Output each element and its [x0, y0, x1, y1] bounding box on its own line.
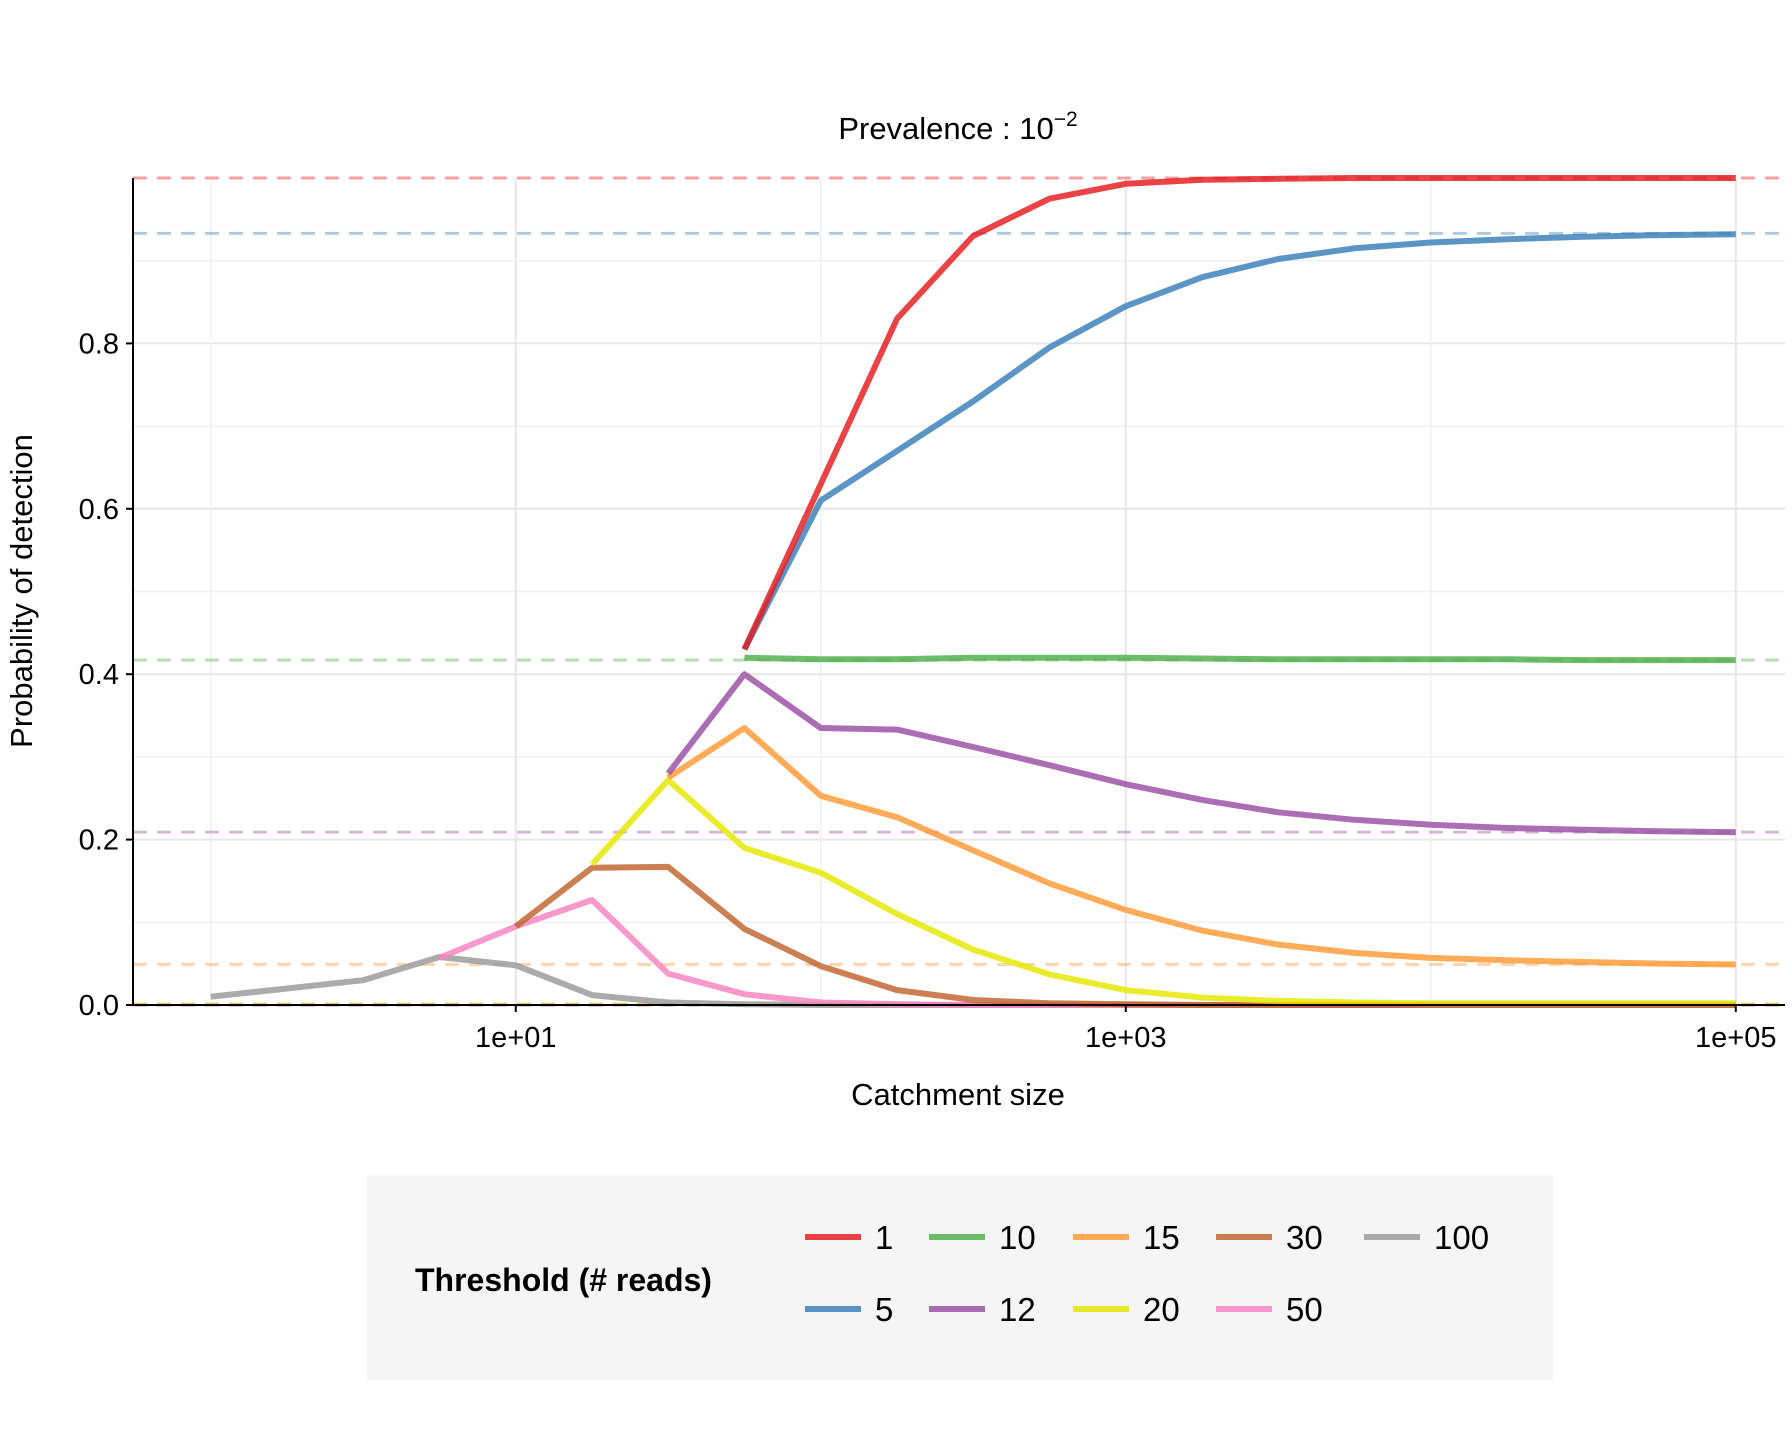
- y-tick-label: 0.6: [79, 494, 119, 526]
- legend-item-15: 15: [1073, 1219, 1180, 1256]
- series-line-12: [665, 671, 1736, 836]
- legend-title: Threshold (# reads): [415, 1262, 712, 1298]
- legend-item-5: 5: [805, 1291, 893, 1328]
- legend-label: 12: [999, 1291, 1036, 1328]
- series-line-50: [438, 897, 1736, 1008]
- legend-label: 10: [999, 1219, 1036, 1256]
- legend-label: 50: [1286, 1291, 1323, 1328]
- series-line-5: [741, 231, 1736, 651]
- grid: [133, 178, 1785, 1006]
- legend-background: [367, 1175, 1553, 1380]
- legend-item-50: 50: [1216, 1291, 1323, 1328]
- series-line-20: [589, 777, 1736, 1007]
- y-tick-label: 0.8: [79, 328, 119, 360]
- y-axis-title: Probability of detection: [4, 434, 39, 748]
- y-tick-label: 0.2: [79, 825, 119, 857]
- chart-title-base: Prevalence : 10: [838, 111, 1053, 146]
- legend-label: 100: [1434, 1219, 1489, 1256]
- series-line-10: [744, 654, 1736, 664]
- legend-item-20: 20: [1073, 1291, 1180, 1328]
- series-line-1: [741, 175, 1736, 651]
- legend-item-1: 1: [805, 1219, 893, 1256]
- legend-label: 1: [875, 1219, 893, 1256]
- x-tick-label: 1e+01: [475, 1022, 556, 1054]
- series-line-15: [666, 725, 1736, 968]
- axes: [132, 178, 1785, 1006]
- legend-item-12: 12: [929, 1291, 1036, 1328]
- chart-title-exponent: −2: [1054, 108, 1078, 131]
- legend-label: 20: [1143, 1291, 1180, 1328]
- x-tick-label: 1e+03: [1085, 1022, 1166, 1054]
- legend-item-10: 10: [929, 1219, 1036, 1256]
- legend-item-100: 100: [1364, 1219, 1489, 1256]
- x-axis-title: Catchment size: [851, 1077, 1065, 1112]
- y-tick-label: 0.4: [79, 659, 119, 691]
- legend-label: 30: [1286, 1219, 1323, 1256]
- legend-item-30: 30: [1216, 1219, 1323, 1256]
- y-tick-label: 0.0: [79, 990, 119, 1022]
- legend-label: 5: [875, 1291, 893, 1328]
- tick-labels: 0.0 0.2 0.4 0.6 0.8 1e+01 1e+03 1e+05: [79, 328, 1777, 1054]
- x-tick-label: 1e+05: [1695, 1022, 1776, 1054]
- legend-label: 15: [1143, 1219, 1180, 1256]
- chart-title: Prevalence : 10−2: [838, 108, 1077, 146]
